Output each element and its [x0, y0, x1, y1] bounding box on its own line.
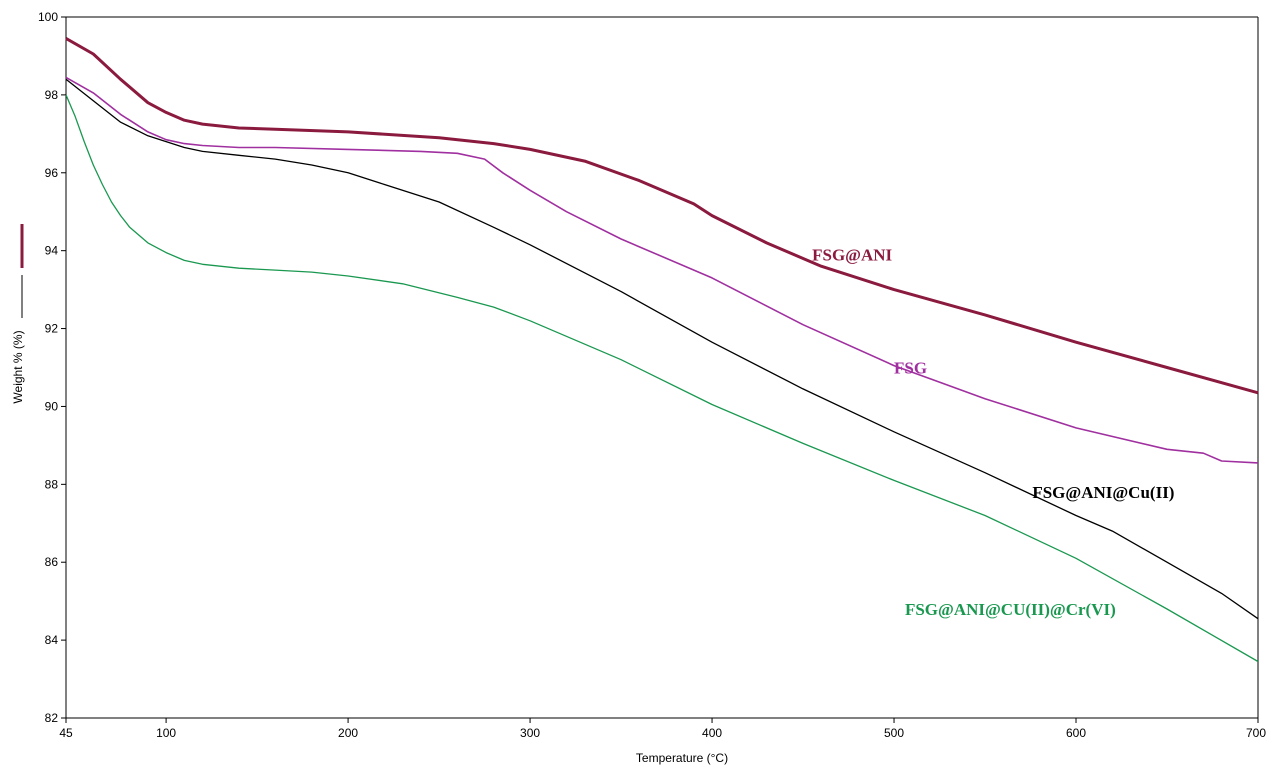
y-tick-label: 94 [45, 244, 59, 258]
x-tick-label: 200 [338, 726, 358, 740]
series-line-0 [65, 37, 1259, 395]
x-tick-label: 400 [702, 726, 722, 740]
y-tick-label: 82 [45, 711, 59, 725]
y-tick-label: 88 [45, 477, 59, 491]
series-line-2 [65, 78, 1259, 620]
y-tick-label: 84 [45, 633, 59, 647]
y-tick-label: 92 [45, 322, 59, 336]
x-tick-label: 100 [156, 726, 176, 740]
series-annotation-label: FSG [894, 359, 927, 378]
x-tick-label: 300 [520, 726, 540, 740]
y-axis-title: Weight % (%) [11, 330, 25, 403]
series-annotation-label: FSG@ANI@Cu(II) [1032, 483, 1174, 502]
series-annotation-label: FSG@ANI [812, 246, 892, 265]
series-line-3 [65, 94, 1259, 663]
y-tick-label: 100 [38, 10, 58, 24]
x-tick-label: 600 [1066, 726, 1086, 740]
y-tick-label: 98 [45, 88, 59, 102]
series-annotation-label: FSG@ANI@CU(II)@Cr(VI) [905, 600, 1116, 619]
y-tick-label: 86 [45, 555, 59, 569]
x-tick-label: 700 [1246, 726, 1266, 740]
x-axis-title: Temperature (°C) [636, 751, 728, 765]
y-tick-label: 90 [45, 399, 59, 413]
x-tick-label: 500 [884, 726, 904, 740]
y-tick-label: 96 [45, 166, 59, 180]
x-tick-label: 45 [59, 726, 73, 740]
series-line-1 [65, 76, 1259, 464]
